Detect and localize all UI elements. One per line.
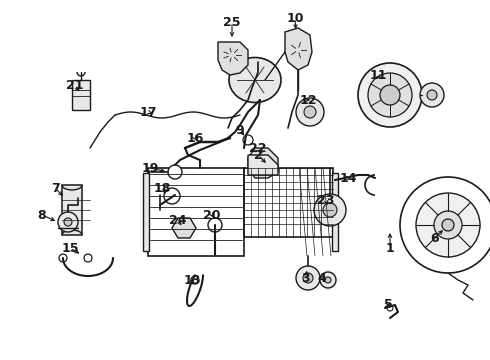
Polygon shape [285,28,312,70]
Text: 12: 12 [299,94,317,107]
Text: 1: 1 [386,242,394,255]
Circle shape [320,272,336,288]
Polygon shape [248,148,278,178]
Circle shape [416,193,480,257]
Text: 20: 20 [203,208,221,221]
Text: 5: 5 [384,298,392,311]
Bar [62,185,82,235]
Ellipse shape [229,58,281,103]
Circle shape [368,73,412,117]
Circle shape [164,188,180,204]
Text: 25: 25 [223,15,241,28]
Text: 15: 15 [61,242,79,255]
Text: 10: 10 [286,12,304,24]
Bar [148,168,244,256]
Circle shape [59,254,67,262]
Circle shape [358,63,422,127]
Text: 6: 6 [431,231,440,244]
Circle shape [434,211,462,239]
Text: 16: 16 [186,131,204,144]
Text: 3: 3 [301,271,309,284]
Text: 24: 24 [169,213,187,226]
Text: 18: 18 [153,181,171,194]
Circle shape [314,194,346,226]
Circle shape [380,85,400,105]
Circle shape [296,98,324,126]
Text: 7: 7 [50,181,59,194]
Bar [143,173,149,251]
Circle shape [304,106,316,118]
Bar [72,80,90,110]
Circle shape [387,305,393,311]
Text: 4: 4 [318,271,326,284]
Text: 2: 2 [254,149,262,162]
Text: 19: 19 [141,162,159,175]
Polygon shape [218,42,248,75]
Circle shape [427,90,437,100]
Circle shape [243,135,253,145]
Circle shape [442,219,454,231]
Text: 21: 21 [66,78,84,91]
Circle shape [58,212,78,232]
Text: 17: 17 [139,105,157,118]
Text: 22: 22 [249,141,267,154]
Circle shape [208,218,222,232]
Text: 8: 8 [38,208,47,221]
Text: 11: 11 [369,68,387,81]
Text: 13: 13 [183,274,201,287]
Circle shape [303,273,313,283]
Bar [332,173,338,251]
Circle shape [420,83,444,107]
Text: 9: 9 [236,123,245,136]
Text: 23: 23 [318,194,335,207]
Circle shape [325,277,331,283]
Bar [244,168,333,237]
Circle shape [84,254,92,262]
Circle shape [296,266,320,290]
Polygon shape [172,218,196,238]
Circle shape [191,276,199,284]
Text: 14: 14 [339,171,357,185]
Polygon shape [248,155,278,175]
Circle shape [323,203,337,217]
Circle shape [64,218,72,226]
Circle shape [168,165,182,179]
